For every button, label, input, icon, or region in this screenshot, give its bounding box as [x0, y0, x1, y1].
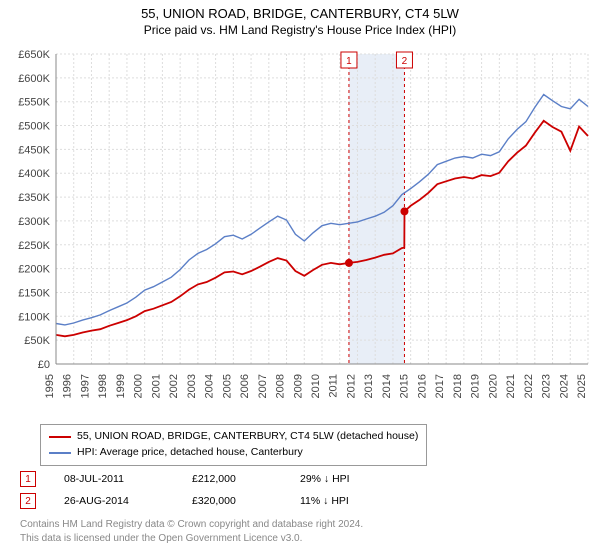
svg-text:2003: 2003	[186, 374, 198, 398]
legend-item: 55, UNION ROAD, BRIDGE, CANTERBURY, CT4 …	[49, 429, 418, 445]
svg-text:2000: 2000	[133, 374, 145, 398]
svg-text:£250K: £250K	[18, 240, 50, 252]
svg-text:2005: 2005	[221, 374, 233, 398]
svg-text:2013: 2013	[363, 374, 375, 398]
svg-text:£650K: £650K	[18, 49, 50, 61]
legend-item: HPI: Average price, detached house, Cant…	[49, 445, 418, 461]
svg-text:£0: £0	[38, 359, 50, 371]
svg-text:£450K: £450K	[18, 144, 50, 156]
transaction-badge: 2	[20, 493, 36, 509]
legend-swatch	[49, 436, 71, 438]
svg-text:£500K: £500K	[18, 121, 50, 133]
svg-text:£400K: £400K	[18, 168, 50, 180]
svg-text:2010: 2010	[310, 374, 322, 398]
transaction-badge: 1	[20, 471, 36, 487]
footer-line: Contains HM Land Registry data © Crown c…	[20, 518, 363, 532]
transaction-row: 1 08-JUL-2011 £212,000 29% ↓ HPI	[20, 468, 350, 490]
svg-text:1997: 1997	[79, 374, 91, 398]
legend: 55, UNION ROAD, BRIDGE, CANTERBURY, CT4 …	[40, 424, 427, 466]
svg-text:2002: 2002	[168, 374, 180, 398]
legend-label: 55, UNION ROAD, BRIDGE, CANTERBURY, CT4 …	[77, 429, 418, 445]
transaction-row: 2 26-AUG-2014 £320,000 11% ↓ HPI	[20, 490, 350, 512]
chart-plot-area: £0 £50K £100K £150K £200K £250K £300K £350K £400…	[8, 44, 592, 414]
svg-text:2017: 2017	[434, 374, 446, 398]
svg-text:£600K: £600K	[18, 73, 50, 85]
svg-text:2009: 2009	[292, 374, 304, 398]
svg-text:£300K: £300K	[18, 216, 50, 228]
svg-text:1999: 1999	[115, 374, 127, 398]
svg-text:£200K: £200K	[18, 264, 50, 276]
chart-svg: £0 £50K £100K £150K £200K £250K £300K £350K £400…	[8, 44, 592, 414]
svg-text:2024: 2024	[558, 374, 570, 398]
svg-text:2014: 2014	[381, 374, 393, 398]
chart-container: { "header": { "title": "55, UNION ROAD, …	[0, 0, 600, 560]
transaction-table: 1 08-JUL-2011 £212,000 29% ↓ HPI 2 26-AU…	[20, 468, 350, 512]
legend-swatch	[49, 452, 71, 454]
svg-text:2025: 2025	[576, 374, 588, 398]
svg-text:2019: 2019	[470, 374, 482, 398]
svg-text:2021: 2021	[505, 374, 517, 398]
footer-attribution: Contains HM Land Registry data © Crown c…	[20, 518, 363, 545]
svg-text:1: 1	[346, 56, 352, 67]
svg-text:2006: 2006	[239, 374, 251, 398]
svg-text:£350K: £350K	[18, 192, 50, 204]
svg-text:£150K: £150K	[18, 287, 50, 299]
svg-text:2022: 2022	[523, 374, 535, 398]
svg-text:2007: 2007	[257, 374, 269, 398]
svg-text:2004: 2004	[204, 374, 216, 398]
transaction-price: £320,000	[192, 495, 272, 507]
svg-text:2016: 2016	[416, 374, 428, 398]
svg-text:2020: 2020	[487, 374, 499, 398]
transaction-price: £212,000	[192, 473, 272, 485]
chart-subtitle: Price paid vs. HM Land Registry's House …	[0, 21, 600, 37]
svg-text:2008: 2008	[275, 374, 287, 398]
transaction-delta: 11% ↓ HPI	[300, 495, 349, 507]
transaction-date: 26-AUG-2014	[64, 495, 164, 507]
svg-text:2018: 2018	[452, 374, 464, 398]
chart-title: 55, UNION ROAD, BRIDGE, CANTERBURY, CT4 …	[0, 0, 600, 21]
legend-label: HPI: Average price, detached house, Cant…	[77, 445, 303, 461]
svg-text:2012: 2012	[345, 374, 357, 398]
svg-text:£100K: £100K	[18, 311, 50, 323]
svg-text:1995: 1995	[44, 374, 56, 398]
svg-text:2015: 2015	[399, 374, 411, 398]
svg-text:1996: 1996	[62, 374, 74, 398]
transaction-date: 08-JUL-2011	[64, 473, 164, 485]
transaction-delta: 29% ↓ HPI	[300, 473, 350, 485]
svg-text:1998: 1998	[97, 374, 109, 398]
svg-text:2: 2	[402, 56, 408, 67]
svg-text:£550K: £550K	[18, 97, 50, 109]
footer-line: This data is licensed under the Open Gov…	[20, 532, 363, 546]
svg-text:2001: 2001	[150, 374, 162, 398]
svg-text:£50K: £50K	[24, 335, 50, 347]
svg-text:2023: 2023	[541, 374, 553, 398]
svg-text:2011: 2011	[328, 374, 340, 398]
